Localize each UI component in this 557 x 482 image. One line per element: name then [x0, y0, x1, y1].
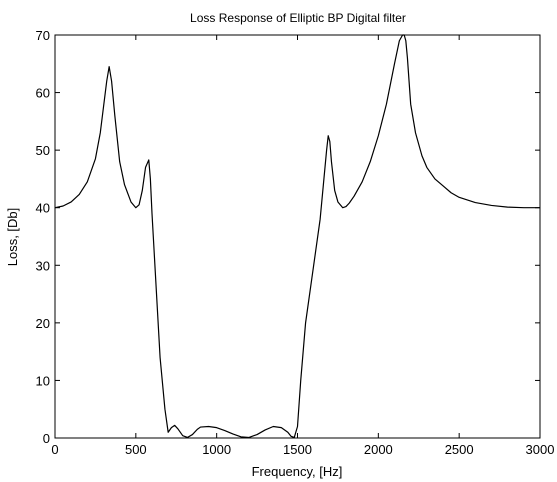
series-line — [54, 34, 540, 439]
x-tick-label: 500 — [125, 442, 147, 457]
y-tick-label: 40 — [36, 201, 50, 216]
chart-title: Loss Response of Elliptic BP Digital fil… — [190, 11, 406, 25]
x-tick-label: 2000 — [364, 442, 393, 457]
y-tick-label: 60 — [36, 86, 50, 101]
y-tick-label: 20 — [36, 316, 50, 331]
x-tick-label: 2500 — [445, 442, 474, 457]
x-tick-label: 0 — [51, 442, 58, 457]
y-tick-label: 0 — [43, 431, 50, 446]
y-tick-label: 70 — [36, 28, 50, 43]
x-tick-label: 1500 — [283, 442, 312, 457]
y-tick-label: 30 — [36, 258, 50, 273]
x-tick-label: 1000 — [202, 442, 231, 457]
y-tick-label: 10 — [36, 373, 50, 388]
x-axis: 0 500 1000 1500 2000 2500 3000 — [51, 35, 554, 457]
y-tick-label: 50 — [36, 143, 50, 158]
x-axis-label: Frequency, [Hz] — [252, 464, 343, 479]
x-tick-label: 3000 — [526, 442, 555, 457]
y-axis: 0 10 20 30 40 50 60 70 — [36, 28, 540, 446]
plot-frame — [54, 34, 541, 439]
plot-area: 0 500 1000 1500 2000 2500 3000 0 10 20 30 40 50 60 70 — [36, 28, 555, 457]
y-axis-label: Loss, [Db] — [5, 208, 20, 267]
